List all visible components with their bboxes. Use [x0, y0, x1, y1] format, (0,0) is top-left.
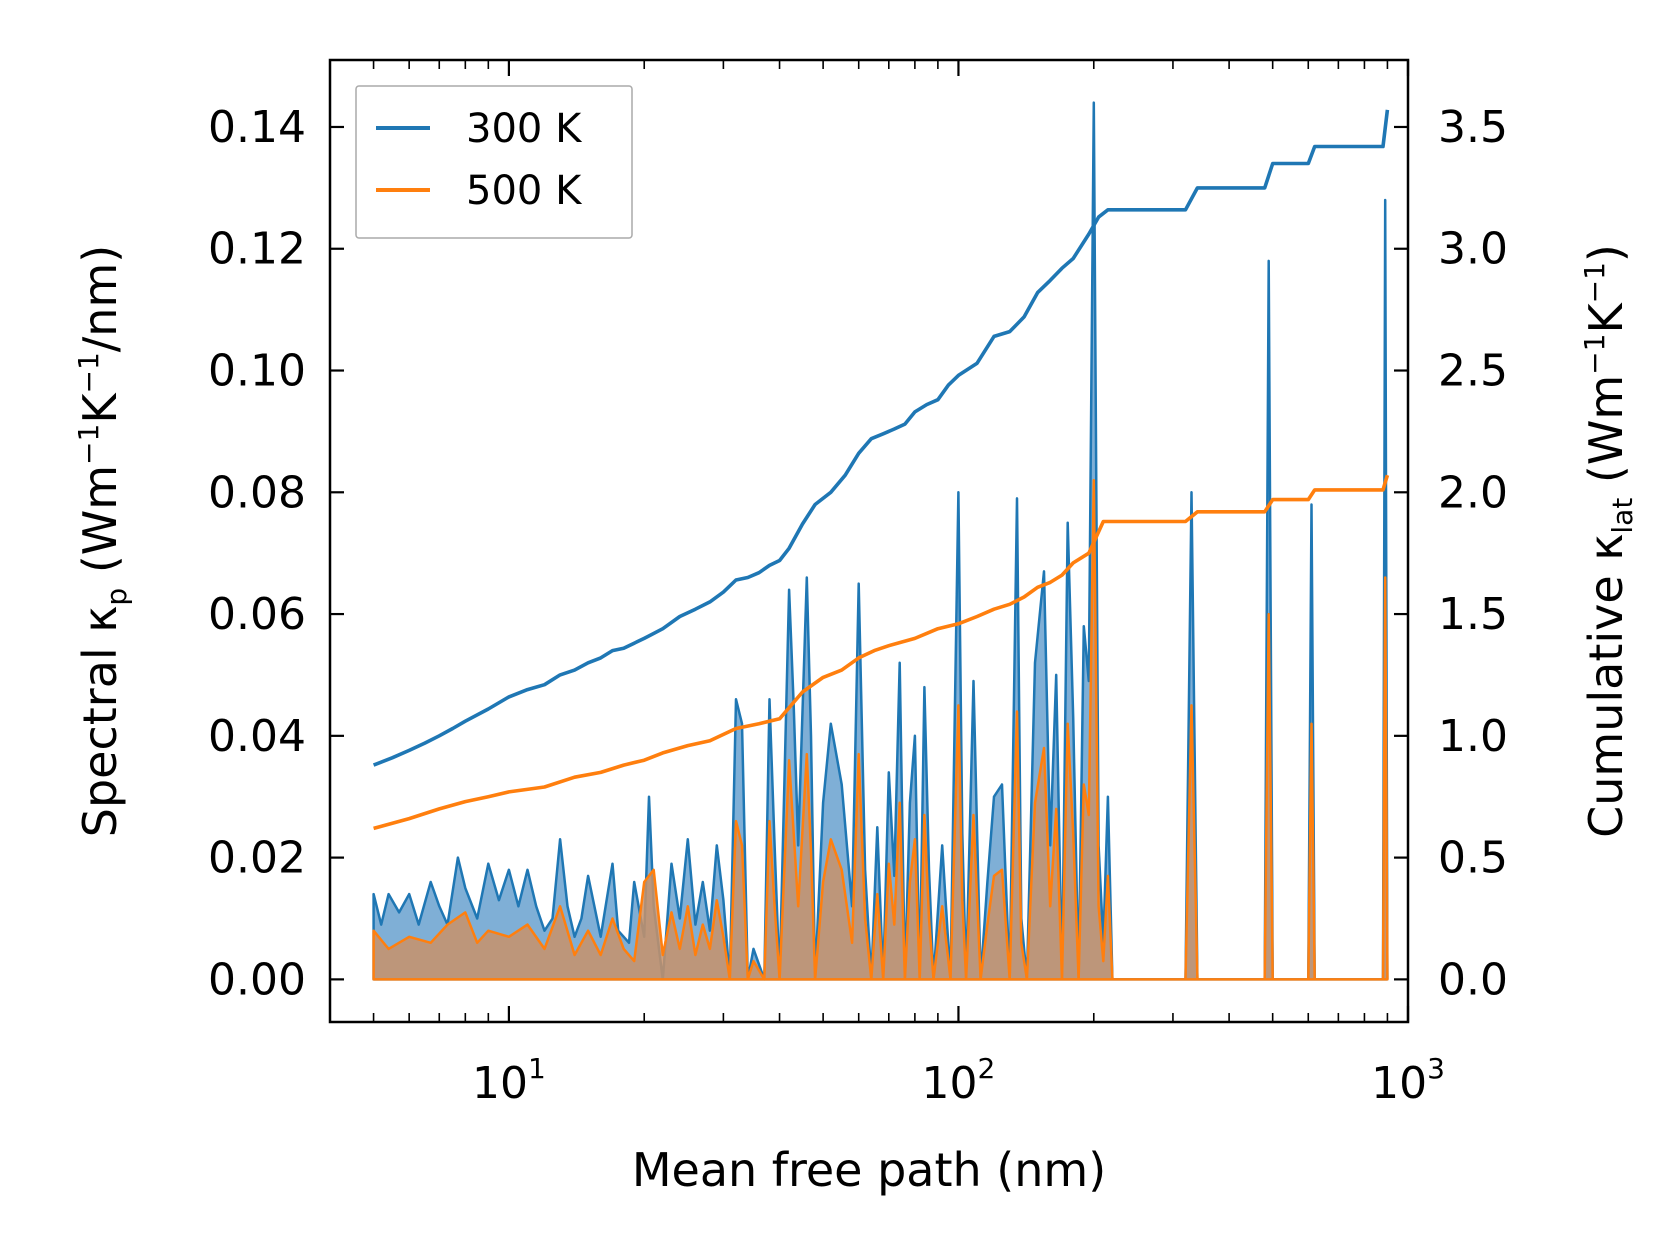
- cumulative-lines: [372, 109, 1390, 831]
- y-left-label-k: K: [73, 392, 127, 424]
- y-left-tick-label: 0.04: [208, 711, 306, 762]
- legend-label-500k: 500 K: [466, 168, 583, 214]
- y-right-tick-label: 1.0: [1438, 711, 1508, 762]
- x-tick-label: 102: [922, 1052, 996, 1109]
- y-left-tick-label: 0.12: [208, 224, 306, 275]
- y-right-tick-label: 3.5: [1438, 102, 1508, 153]
- spectral-area-500k: [372, 478, 1389, 981]
- plot-frame: [328, 58, 1410, 1024]
- y-right-tick-label: 0.0: [1438, 954, 1508, 1005]
- spectral-area-300k: [372, 101, 1389, 981]
- y-right-label-k: K: [1579, 302, 1633, 334]
- y-right-tick-label: 3.0: [1438, 224, 1508, 275]
- y-left-tick-label: 0.10: [208, 346, 306, 397]
- x-tick-label: 103: [1371, 1052, 1445, 1109]
- y-right-label-sub: lat: [1606, 498, 1639, 534]
- y-left-tick-label: 0.08: [208, 467, 306, 518]
- y-right-label-main: Cumulative κ: [1579, 534, 1633, 838]
- y-right-label-units: (Wm: [1579, 375, 1633, 498]
- y-left-tick-label: 0.14: [208, 102, 306, 153]
- cumulative-line-500k: [373, 474, 1390, 831]
- y-right-tick-label: 1.5: [1438, 589, 1508, 640]
- y-left-label-sup1: −1: [72, 424, 105, 465]
- spectral-areas: [372, 101, 1389, 981]
- y-left-label-main: Spectral κ: [73, 606, 127, 838]
- y-right-tick-label: 2.0: [1438, 467, 1508, 518]
- y-right-tick-label: 0.5: [1438, 833, 1508, 884]
- y-left-label-sup2: −1: [72, 352, 105, 393]
- x-axis-title: Mean free path (nm): [632, 1143, 1106, 1197]
- y-left-tick-label: 0.06: [208, 589, 306, 640]
- y-right-label-sup1: −1: [1578, 334, 1611, 375]
- axis-ticks: [329, 60, 1410, 1022]
- y-left-axis-title: Spectral κp (Wm−1K−1/nm): [72, 245, 133, 837]
- y-right-label-sup2: −1: [1578, 262, 1611, 303]
- y-right-label-end: ): [1579, 244, 1633, 262]
- y-left-label-units: (Wm: [73, 465, 127, 588]
- cumulative-line-300k: [372, 109, 1390, 767]
- y-right-tick-label: 2.5: [1438, 346, 1508, 397]
- y-left-tick-label: 0.00: [208, 954, 306, 1005]
- legend-box: [355, 85, 633, 239]
- y-left-label-sub: p: [100, 588, 133, 606]
- tick-labels: 0.00 0.02 0.04 0.06 0.08 0.10 0.12 0.14 0.0 0.5 1.…: [208, 102, 1508, 1109]
- legend: 300 K 500 K: [355, 85, 633, 239]
- x-tick-label: 101: [472, 1052, 546, 1109]
- legend-label-300k: 300 K: [466, 106, 583, 152]
- y-left-label-end: /nm): [73, 245, 127, 352]
- y-right-axis-title: Cumulative κlat (Wm−1K−1): [1578, 244, 1639, 838]
- y-left-tick-label: 0.02: [208, 833, 306, 884]
